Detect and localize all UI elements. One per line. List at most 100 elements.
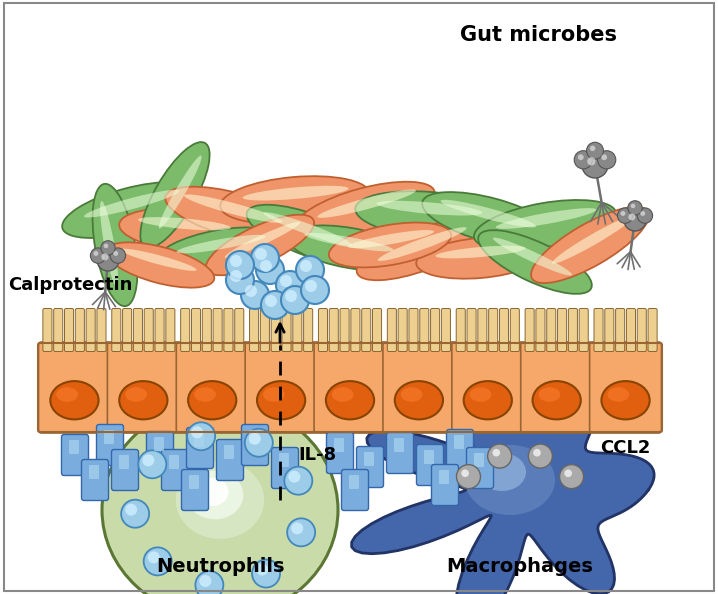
FancyBboxPatch shape	[334, 438, 344, 452]
Ellipse shape	[195, 478, 228, 506]
Ellipse shape	[355, 191, 505, 239]
FancyBboxPatch shape	[569, 308, 577, 352]
FancyBboxPatch shape	[432, 465, 459, 505]
Ellipse shape	[84, 189, 180, 217]
FancyBboxPatch shape	[489, 308, 498, 352]
Ellipse shape	[165, 187, 304, 244]
Circle shape	[280, 275, 292, 287]
FancyBboxPatch shape	[250, 308, 258, 352]
Ellipse shape	[257, 381, 305, 419]
FancyBboxPatch shape	[43, 308, 52, 352]
Circle shape	[241, 281, 269, 309]
Circle shape	[617, 208, 633, 223]
Ellipse shape	[464, 381, 512, 419]
Ellipse shape	[441, 200, 536, 228]
FancyBboxPatch shape	[351, 308, 360, 352]
FancyBboxPatch shape	[454, 435, 464, 449]
Ellipse shape	[93, 184, 137, 306]
Ellipse shape	[188, 381, 236, 419]
FancyBboxPatch shape	[467, 308, 476, 352]
Ellipse shape	[552, 216, 634, 264]
FancyBboxPatch shape	[383, 342, 454, 433]
Ellipse shape	[100, 201, 118, 287]
Circle shape	[582, 152, 608, 178]
Circle shape	[245, 429, 273, 457]
FancyBboxPatch shape	[327, 432, 353, 473]
Ellipse shape	[376, 201, 482, 216]
FancyBboxPatch shape	[364, 452, 374, 466]
Ellipse shape	[194, 387, 216, 402]
Circle shape	[191, 426, 203, 438]
FancyBboxPatch shape	[474, 453, 484, 467]
FancyBboxPatch shape	[626, 308, 635, 352]
Ellipse shape	[602, 381, 650, 419]
Ellipse shape	[177, 235, 266, 254]
Circle shape	[226, 251, 254, 279]
FancyBboxPatch shape	[431, 308, 439, 352]
Ellipse shape	[401, 387, 422, 402]
FancyBboxPatch shape	[177, 342, 248, 433]
FancyBboxPatch shape	[510, 308, 519, 352]
Ellipse shape	[474, 200, 616, 250]
FancyBboxPatch shape	[304, 308, 312, 352]
Ellipse shape	[357, 220, 483, 280]
FancyBboxPatch shape	[166, 308, 175, 352]
Circle shape	[101, 241, 115, 255]
FancyBboxPatch shape	[182, 469, 208, 510]
FancyBboxPatch shape	[558, 308, 567, 352]
FancyBboxPatch shape	[82, 460, 108, 501]
FancyBboxPatch shape	[589, 342, 661, 433]
Ellipse shape	[470, 387, 491, 402]
Ellipse shape	[395, 381, 443, 419]
Ellipse shape	[304, 233, 393, 251]
FancyBboxPatch shape	[373, 308, 381, 352]
Circle shape	[457, 465, 480, 489]
Circle shape	[256, 256, 284, 284]
Circle shape	[251, 244, 279, 272]
Circle shape	[630, 204, 635, 208]
Circle shape	[103, 244, 108, 248]
Circle shape	[249, 433, 261, 445]
Bar	[4, 3, 714, 591]
Circle shape	[121, 500, 149, 527]
Ellipse shape	[422, 192, 558, 248]
Polygon shape	[352, 374, 654, 594]
Circle shape	[284, 467, 312, 495]
FancyBboxPatch shape	[194, 433, 204, 447]
Ellipse shape	[206, 214, 314, 275]
Ellipse shape	[50, 381, 98, 419]
FancyBboxPatch shape	[96, 425, 123, 466]
FancyBboxPatch shape	[39, 342, 111, 433]
Circle shape	[578, 154, 584, 160]
Circle shape	[528, 444, 552, 468]
FancyBboxPatch shape	[249, 430, 259, 444]
FancyBboxPatch shape	[282, 308, 291, 352]
FancyBboxPatch shape	[638, 308, 646, 352]
Circle shape	[305, 280, 317, 292]
Ellipse shape	[121, 249, 197, 271]
Circle shape	[187, 422, 215, 450]
FancyBboxPatch shape	[478, 308, 487, 352]
Circle shape	[113, 251, 118, 256]
FancyBboxPatch shape	[134, 308, 142, 352]
FancyBboxPatch shape	[398, 308, 407, 352]
Ellipse shape	[607, 387, 629, 402]
FancyBboxPatch shape	[456, 308, 465, 352]
FancyBboxPatch shape	[386, 432, 414, 473]
Circle shape	[597, 151, 616, 169]
Circle shape	[281, 286, 309, 314]
Circle shape	[265, 295, 277, 307]
FancyBboxPatch shape	[112, 308, 121, 352]
FancyBboxPatch shape	[271, 447, 299, 488]
FancyBboxPatch shape	[279, 453, 289, 467]
Circle shape	[624, 209, 646, 231]
FancyBboxPatch shape	[69, 440, 79, 454]
Circle shape	[97, 249, 119, 271]
FancyBboxPatch shape	[521, 342, 592, 433]
Ellipse shape	[243, 186, 348, 201]
Ellipse shape	[478, 230, 592, 294]
Ellipse shape	[264, 212, 353, 246]
FancyBboxPatch shape	[525, 308, 534, 352]
FancyBboxPatch shape	[467, 447, 493, 488]
FancyBboxPatch shape	[330, 308, 338, 352]
